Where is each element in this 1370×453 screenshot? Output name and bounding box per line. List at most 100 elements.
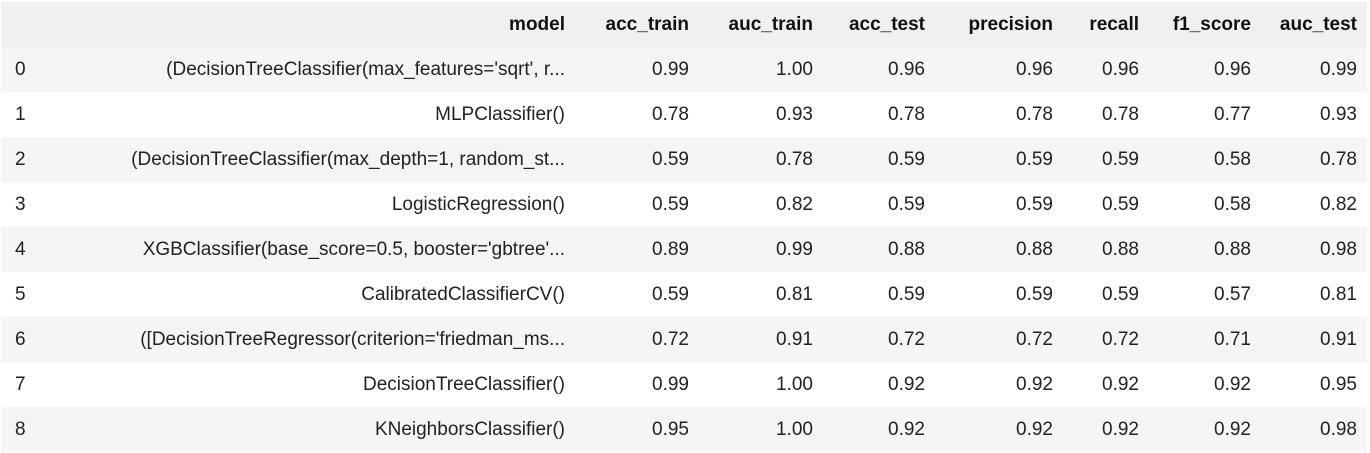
- recall-cell: 0.59: [1102, 193, 1139, 215]
- precision-cell: 0.78: [1016, 103, 1053, 125]
- acc-train-cell: 0.72: [652, 328, 689, 350]
- acc-test-cell: 0.72: [888, 328, 925, 350]
- row-index-cell: 2: [15, 148, 26, 170]
- table-row: 1 MLPClassifier() 0.78 0.93 0.78 0.78 0.78 0.77…: [1, 92, 1367, 137]
- auc-train-cell: 0.93: [776, 103, 813, 125]
- precision-cell: 0.88: [1016, 238, 1053, 260]
- acc-test-cell: 0.88: [888, 238, 925, 260]
- f1-score-cell: 0.92: [1214, 418, 1251, 440]
- table-row: 5 CalibratedClassifierCV() 0.59 0.81 0.59 0.5…: [1, 272, 1367, 317]
- column-header-acc-train: acc_train: [575, 2, 699, 47]
- row-index-cell: 3: [15, 193, 26, 215]
- model-name-cell: (DecisionTreeClassifier(max_depth=1, ran…: [131, 148, 565, 170]
- table-body: 0 (DecisionTreeClassifier(max_features='s…: [1, 47, 1367, 452]
- model-name-cell: ([DecisionTreeRegressor(criterion='fried…: [140, 328, 565, 350]
- row-index-cell: 5: [15, 283, 26, 305]
- model-name-cell: MLPClassifier(): [435, 103, 565, 125]
- precision-cell: 0.96: [1016, 58, 1053, 80]
- table-row: 0 (DecisionTreeClassifier(max_features='s…: [1, 47, 1367, 92]
- auc-train-cell: 0.91: [776, 328, 813, 350]
- acc-train-cell: 0.59: [652, 148, 689, 170]
- acc-train-cell: 0.99: [652, 58, 689, 80]
- acc-test-cell: 0.59: [888, 283, 925, 305]
- auc-test-cell: 0.99: [1320, 58, 1357, 80]
- auc-test-cell: 0.82: [1320, 193, 1357, 215]
- table-row: 2 (DecisionTreeClassifier(max_depth=1, ra…: [1, 137, 1367, 182]
- auc-train-cell: 0.82: [776, 193, 813, 215]
- auc-test-cell: 0.98: [1320, 418, 1357, 440]
- column-header-recall: recall: [1063, 2, 1149, 47]
- acc-test-cell: 0.78: [888, 103, 925, 125]
- auc-test-cell: 0.78: [1320, 148, 1357, 170]
- auc-train-cell: 1.00: [776, 58, 813, 80]
- model-name-cell: DecisionTreeClassifier(): [362, 373, 565, 395]
- row-index-cell: 6: [15, 328, 26, 350]
- recall-cell: 0.92: [1102, 373, 1139, 395]
- recall-cell: 0.72: [1102, 328, 1139, 350]
- acc-test-cell: 0.59: [888, 148, 925, 170]
- recall-cell: 0.96: [1102, 58, 1139, 80]
- acc-test-cell: 0.59: [888, 193, 925, 215]
- row-index-cell: 1: [15, 103, 26, 125]
- column-header-precision: precision: [935, 2, 1063, 47]
- f1-score-cell: 0.58: [1214, 148, 1251, 170]
- model-name-cell: CalibratedClassifierCV(): [361, 283, 565, 305]
- table-row: 8 KNeighborsClassifier() 0.95 1.00 0.92 0.92 0…: [1, 407, 1367, 452]
- acc-test-cell: 0.92: [888, 373, 925, 395]
- column-header-auc-test: auc_test: [1261, 2, 1367, 47]
- column-header-acc-test: acc_test: [823, 2, 935, 47]
- recall-cell: 0.92: [1102, 418, 1139, 440]
- auc-train-cell: 1.00: [776, 373, 813, 395]
- model-name-cell: KNeighborsClassifier(): [374, 418, 565, 440]
- precision-cell: 0.92: [1016, 373, 1053, 395]
- auc-test-cell: 0.91: [1320, 328, 1357, 350]
- acc-test-cell: 0.96: [888, 58, 925, 80]
- row-index-cell: 4: [15, 238, 26, 260]
- row-index-cell: 8: [15, 418, 26, 440]
- f1-score-cell: 0.88: [1214, 238, 1251, 260]
- table-row: 4 XGBClassifier(base_score=0.5, booster='…: [1, 227, 1367, 272]
- acc-train-cell: 0.95: [652, 418, 689, 440]
- acc-train-cell: 0.89: [652, 238, 689, 260]
- column-header-model: model: [45, 2, 575, 47]
- column-header-index: [1, 2, 45, 47]
- precision-cell: 0.59: [1016, 148, 1053, 170]
- table-row: 3 LogisticRegression() 0.59 0.82 0.59 0.59 0.5…: [1, 182, 1367, 227]
- precision-cell: 0.92: [1016, 418, 1053, 440]
- auc-test-cell: 0.93: [1320, 103, 1357, 125]
- f1-score-cell: 0.57: [1214, 283, 1251, 305]
- recall-cell: 0.59: [1102, 148, 1139, 170]
- auc-test-cell: 0.81: [1320, 283, 1357, 305]
- auc-test-cell: 0.95: [1320, 373, 1357, 395]
- column-header-auc-train: auc_train: [699, 2, 823, 47]
- acc-train-cell: 0.59: [652, 193, 689, 215]
- row-index-cell: 0: [15, 58, 26, 80]
- precision-cell: 0.72: [1016, 328, 1053, 350]
- table-row: 6 ([DecisionTreeRegressor(criterion='frie…: [1, 317, 1367, 362]
- model-name-cell: LogisticRegression(): [391, 193, 565, 215]
- auc-train-cell: 0.78: [776, 148, 813, 170]
- acc-train-cell: 0.59: [652, 283, 689, 305]
- f1-score-cell: 0.58: [1214, 193, 1251, 215]
- precision-cell: 0.59: [1016, 193, 1053, 215]
- model-name-cell: (DecisionTreeClassifier(max_features='sq…: [166, 58, 565, 80]
- acc-train-cell: 0.99: [652, 373, 689, 395]
- recall-cell: 0.78: [1102, 103, 1139, 125]
- f1-score-cell: 0.71: [1214, 328, 1251, 350]
- auc-test-cell: 0.98: [1320, 238, 1357, 260]
- table-header-row: model acc_train auc_train acc_test preci…: [1, 2, 1367, 47]
- recall-cell: 0.59: [1102, 283, 1139, 305]
- acc-test-cell: 0.92: [888, 418, 925, 440]
- acc-train-cell: 0.78: [652, 103, 689, 125]
- auc-train-cell: 0.99: [776, 238, 813, 260]
- recall-cell: 0.88: [1102, 238, 1139, 260]
- auc-train-cell: 1.00: [776, 418, 813, 440]
- model-name-cell: XGBClassifier(base_score=0.5, booster='g…: [142, 238, 565, 260]
- f1-score-cell: 0.92: [1214, 373, 1251, 395]
- row-index-cell: 7: [15, 373, 26, 395]
- column-header-f1-score: f1_score: [1149, 2, 1261, 47]
- precision-cell: 0.59: [1016, 283, 1053, 305]
- f1-score-cell: 0.96: [1214, 58, 1251, 80]
